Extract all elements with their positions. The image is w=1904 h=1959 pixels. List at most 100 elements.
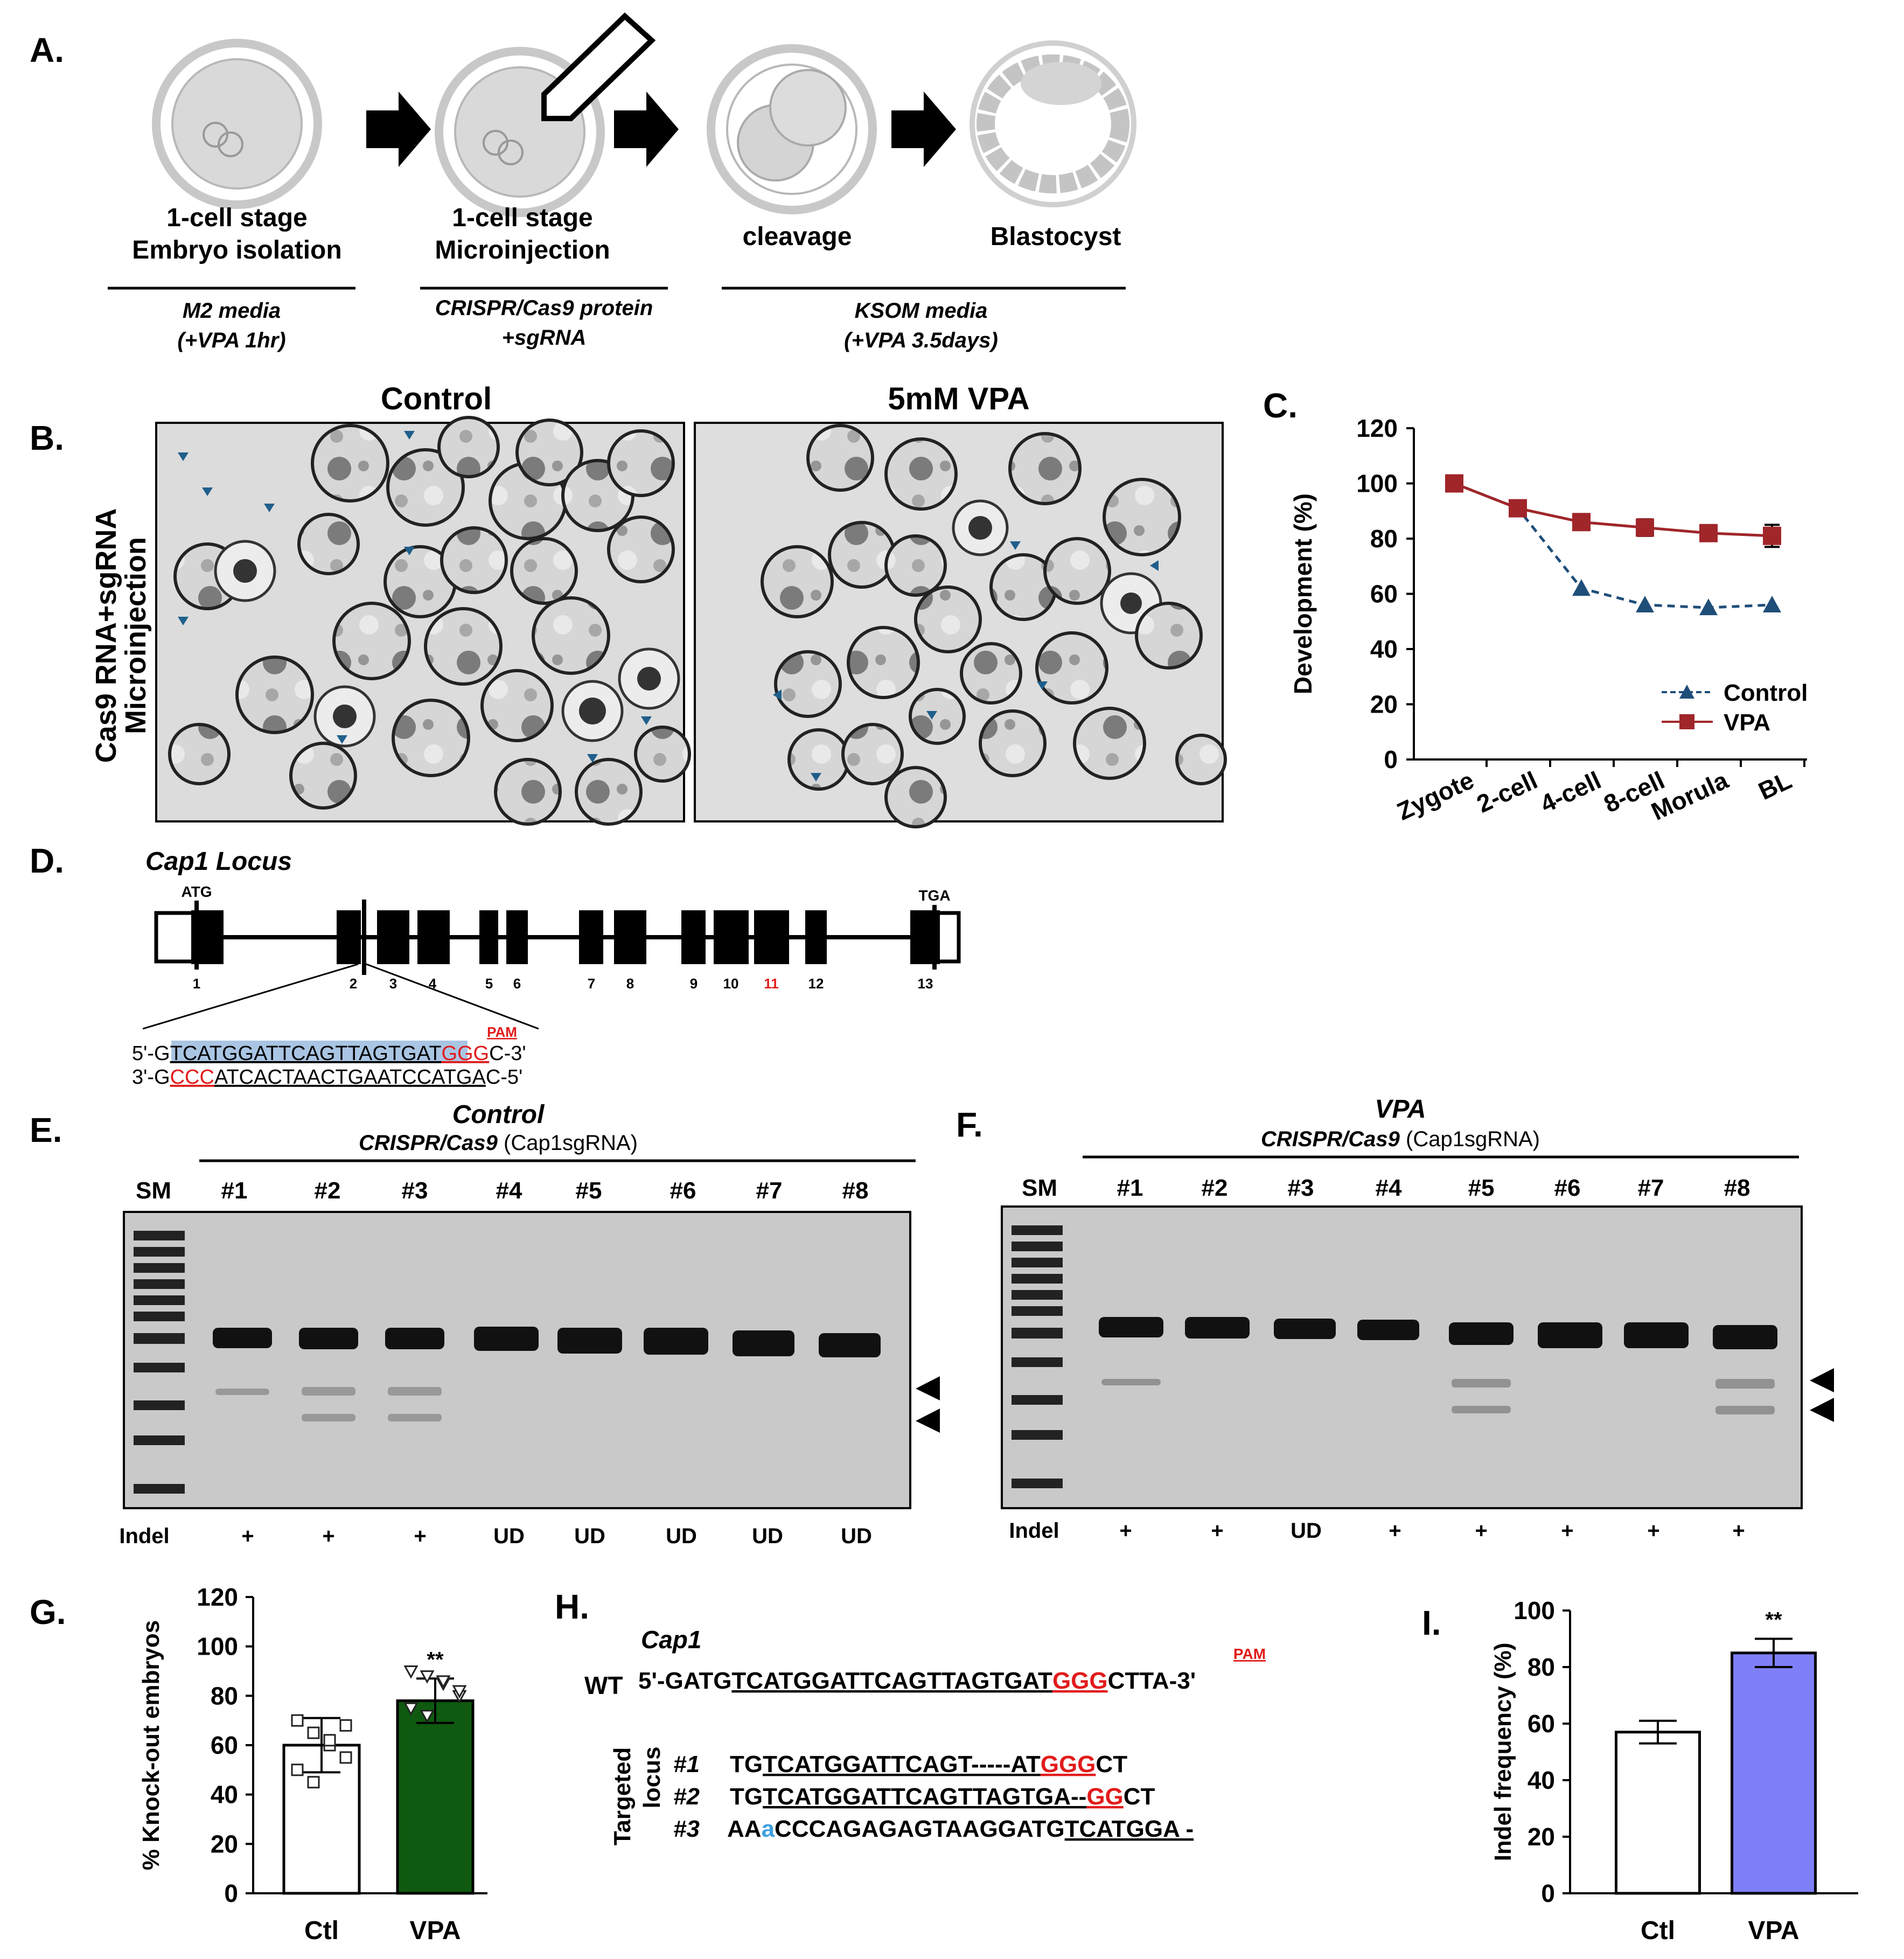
- g-data-point: [403, 1665, 419, 1679]
- c-legend-vpa: VPA: [1724, 709, 1770, 736]
- injection-needle-icon: [541, 12, 656, 121]
- panel-b: B. Cas9 RNA+sgRNA Microinjection Control…: [30, 381, 1227, 828]
- i-y-tick-label: 100: [1514, 1597, 1555, 1625]
- vpa-gel-bands: [1099, 1317, 1777, 1349]
- exon-11: [754, 910, 789, 964]
- panel-h: H. Cap1 PAM WT 5'-GATGTCATGGATTCAGTTAGTG…: [555, 1587, 1266, 1845]
- panel-e-label: E.: [30, 1111, 62, 1149]
- panel-f-subtitle: CRISPR/Cas9 (Cap1sgRNA): [1261, 1127, 1540, 1151]
- panel-b-label: B.: [30, 419, 64, 457]
- svg-text:8: 8: [626, 975, 634, 992]
- allele-2-sequence: TGTCATGGATTCAGTTAGTGA--GGCT: [730, 1783, 1155, 1810]
- control-gel-ladder: [134, 1231, 185, 1494]
- panel-e-title: Control: [452, 1100, 545, 1129]
- svg-text:#2: #2: [1202, 1175, 1228, 1201]
- panel-e: E. Control CRISPR/Cas9 (Cap1sgRNA) SM #1…: [30, 1100, 940, 1548]
- svg-text:Indel: Indel: [119, 1524, 169, 1548]
- exon-8: [614, 910, 646, 964]
- g-data-point: [420, 1710, 435, 1724]
- g-data-point: [323, 1734, 336, 1747]
- vpa-gel-image: [1001, 1205, 1803, 1509]
- panel-f-label: F.: [956, 1105, 983, 1144]
- i-y-tick-label: 20: [1528, 1823, 1555, 1851]
- svg-text:+: +: [1389, 1519, 1401, 1543]
- g-data-point: [307, 1726, 320, 1739]
- c-y-tick-label: 40: [1370, 635, 1398, 663]
- g-x-tick-label: Ctl: [304, 1916, 339, 1945]
- panel-a-label: A.: [30, 31, 64, 69]
- svg-text:#1: #1: [221, 1177, 248, 1204]
- svg-text:#4: #4: [496, 1177, 522, 1204]
- c-x-tick-label: BL: [1754, 766, 1796, 805]
- control-gel-cut-bands: [215, 1387, 442, 1421]
- svg-text:+: +: [241, 1524, 254, 1548]
- c-legend-control: Control: [1724, 680, 1808, 706]
- c-point-control: [1763, 596, 1781, 612]
- exon-10: [714, 910, 749, 964]
- utr-5prime: [154, 911, 196, 964]
- exon-number-labels: 1 2 3 4 5 6 7 8 9 10 11 12 13: [193, 975, 933, 992]
- panel-f-lane-labels: SM #1 #2 #3 #4 #5 #6 #7 #8: [1022, 1175, 1750, 1201]
- i-x-tick-label: VPA: [1748, 1916, 1799, 1945]
- svg-text:+: +: [1732, 1519, 1745, 1543]
- c-y-tick-label: 0: [1384, 745, 1398, 773]
- exon-12: [805, 910, 827, 964]
- allele-3-id: #3: [673, 1816, 700, 1842]
- g-y-tick-label: 100: [197, 1633, 238, 1661]
- svg-text:#7: #7: [1638, 1175, 1664, 1201]
- exon-5: [479, 910, 498, 964]
- targeted-label: Targeted: [609, 1747, 636, 1846]
- arrow-right-icon: [366, 92, 431, 167]
- panel-e-lane-labels: SM #1 #2 #3 #4 #5 #6 #7 #8: [136, 1177, 868, 1204]
- panel-b-ylabel-2: Microinjection: [120, 537, 152, 734]
- i-bar-vpa: [1731, 1651, 1817, 1895]
- i-y-tick-label: 40: [1528, 1766, 1555, 1794]
- svg-text:UD: UD: [666, 1524, 697, 1548]
- vpa-micrograph-title: 5mM VPA: [888, 381, 1029, 416]
- vpa-gel-cut-bands: [1101, 1379, 1775, 1414]
- stage-2-line2: Microinjection: [435, 236, 610, 264]
- control-micrograph: [155, 416, 691, 826]
- arrow-right-icon: [614, 92, 679, 167]
- svg-text:#5: #5: [576, 1177, 602, 1204]
- svg-text:#8: #8: [842, 1177, 869, 1204]
- c-legend-marker: [1679, 685, 1694, 699]
- cut-band-arrowheads: [916, 1376, 940, 1433]
- svg-text:#8: #8: [1724, 1175, 1750, 1201]
- pam-label-d: PAM: [487, 1024, 517, 1040]
- stage-4-line1: Blastocyst: [991, 222, 1121, 251]
- atg-label: ATG: [181, 883, 212, 900]
- media-1-line2: (+VPA 1hr): [177, 329, 285, 352]
- allele-1-id: #1: [673, 1751, 700, 1777]
- c-y-tick-label: 60: [1370, 580, 1398, 608]
- svg-text:7: 7: [588, 975, 595, 992]
- g-y-tick-label: 40: [211, 1781, 238, 1809]
- panel-g-chart: G. 0 20 40 60 80 100 120 % Knock-out embryos Ctl V…: [30, 1583, 487, 1945]
- panel-i-label: I.: [1422, 1604, 1441, 1642]
- vpa-gel-ladder: [1012, 1225, 1063, 1488]
- g-y-tick-label: 80: [211, 1682, 238, 1710]
- stage-1-line2: Embryo isolation: [132, 236, 341, 264]
- c-point-vpa: [1572, 513, 1591, 532]
- control-micrograph-title: Control: [381, 381, 492, 416]
- panel-i-chart: I. 0 20 40 60 80 100 Indel frequency (%) Ctl VPA *…: [1422, 1597, 1858, 1945]
- svg-text:5: 5: [485, 975, 493, 992]
- panel-f-title: VPA: [1375, 1095, 1426, 1124]
- g-y-axis-label: % Knock-out embryos: [138, 1620, 164, 1871]
- control-gel-bands: [213, 1327, 881, 1357]
- c-y-tick-label: 120: [1356, 414, 1398, 442]
- g-y-tick-label: 20: [211, 1830, 238, 1858]
- media-3-line1: KSOM media: [855, 299, 988, 323]
- svg-text:#6: #6: [670, 1177, 696, 1204]
- c-x-tick-label: 4-cell: [1536, 766, 1606, 818]
- control-gel-image: [123, 1211, 911, 1509]
- panel-f-indel-row: Indel + + UD + + + + +: [1009, 1519, 1745, 1543]
- c-point-control: [1636, 596, 1654, 612]
- g-data-point: [339, 1719, 352, 1732]
- svg-text:UD: UD: [1291, 1519, 1322, 1543]
- c-point-vpa: [1699, 524, 1718, 542]
- panel-e-subtitle: CRISPR/Cas9 (Cap1sgRNA): [359, 1131, 638, 1155]
- svg-text:+: +: [1211, 1519, 1223, 1543]
- svg-text:+: +: [1119, 1519, 1132, 1543]
- c-y-tick-label: 100: [1356, 470, 1398, 498]
